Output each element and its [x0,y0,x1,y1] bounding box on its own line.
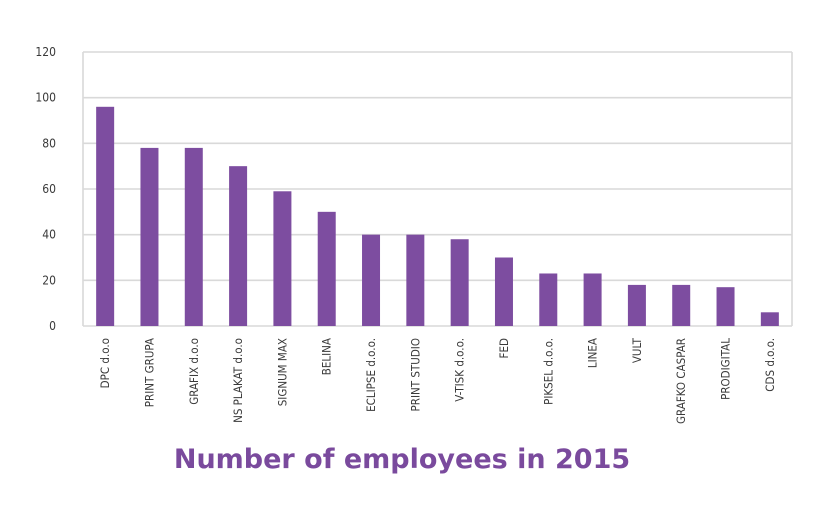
bar [184,147,203,326]
bar [140,147,159,326]
bar [450,239,469,326]
x-tick-label: PRODIGITAL [719,338,733,400]
x-tick-label: GRAFIX d.o.o [187,338,201,405]
x-tick-label: SIGNUM MAX [275,338,289,406]
x-tick-label: PIKSEL d.o.o. [541,338,555,405]
y-tick-label: 120 [35,45,56,59]
x-axis-labels: DPC d.o.o PRINT GRUPA GRAFIX d.o.o NS PLAKA… [98,337,777,424]
x-tick-label: PRINT GRUPA [142,338,156,407]
y-tick-label: 80 [42,136,56,150]
bar [539,273,558,326]
bar [317,211,336,326]
y-tick-label: 0 [49,319,56,333]
x-tick-label: FED [497,338,511,358]
x-tick-label: NS PLAKAT d.o.o [231,338,245,423]
bars [96,106,779,326]
bar [760,312,779,326]
x-tick-label: V-TISK d.o.o. [453,338,467,402]
bar [494,257,513,326]
bar [96,106,115,326]
x-tick-label: PRINT STUDIO [408,338,422,411]
bar [229,166,248,326]
bar [672,284,691,326]
x-tick-label: GRAFKO CASPAR [674,338,688,424]
bar [716,287,735,326]
bar [362,234,381,326]
x-tick-label: LINEA [586,338,600,368]
y-tick-label: 60 [42,182,56,196]
x-tick-label: DPC d.o.o [98,338,112,388]
bar [627,284,646,326]
y-tick-label: 20 [42,273,56,287]
y-axis-ticks: 0 20 40 60 80 100 120 [35,45,56,333]
chart-title: Number of employees in 2015 [173,444,631,475]
bar [406,234,425,326]
x-tick-label: BELINA [320,338,334,375]
x-tick-label: CDS d.o.o. [763,338,777,392]
bar [273,191,292,326]
y-tick-label: 100 [35,91,56,105]
x-tick-label: ECLIPSE d.o.o. [364,338,378,412]
bar [583,273,602,326]
x-tick-label: VULT [630,337,644,363]
y-tick-label: 40 [42,228,56,242]
